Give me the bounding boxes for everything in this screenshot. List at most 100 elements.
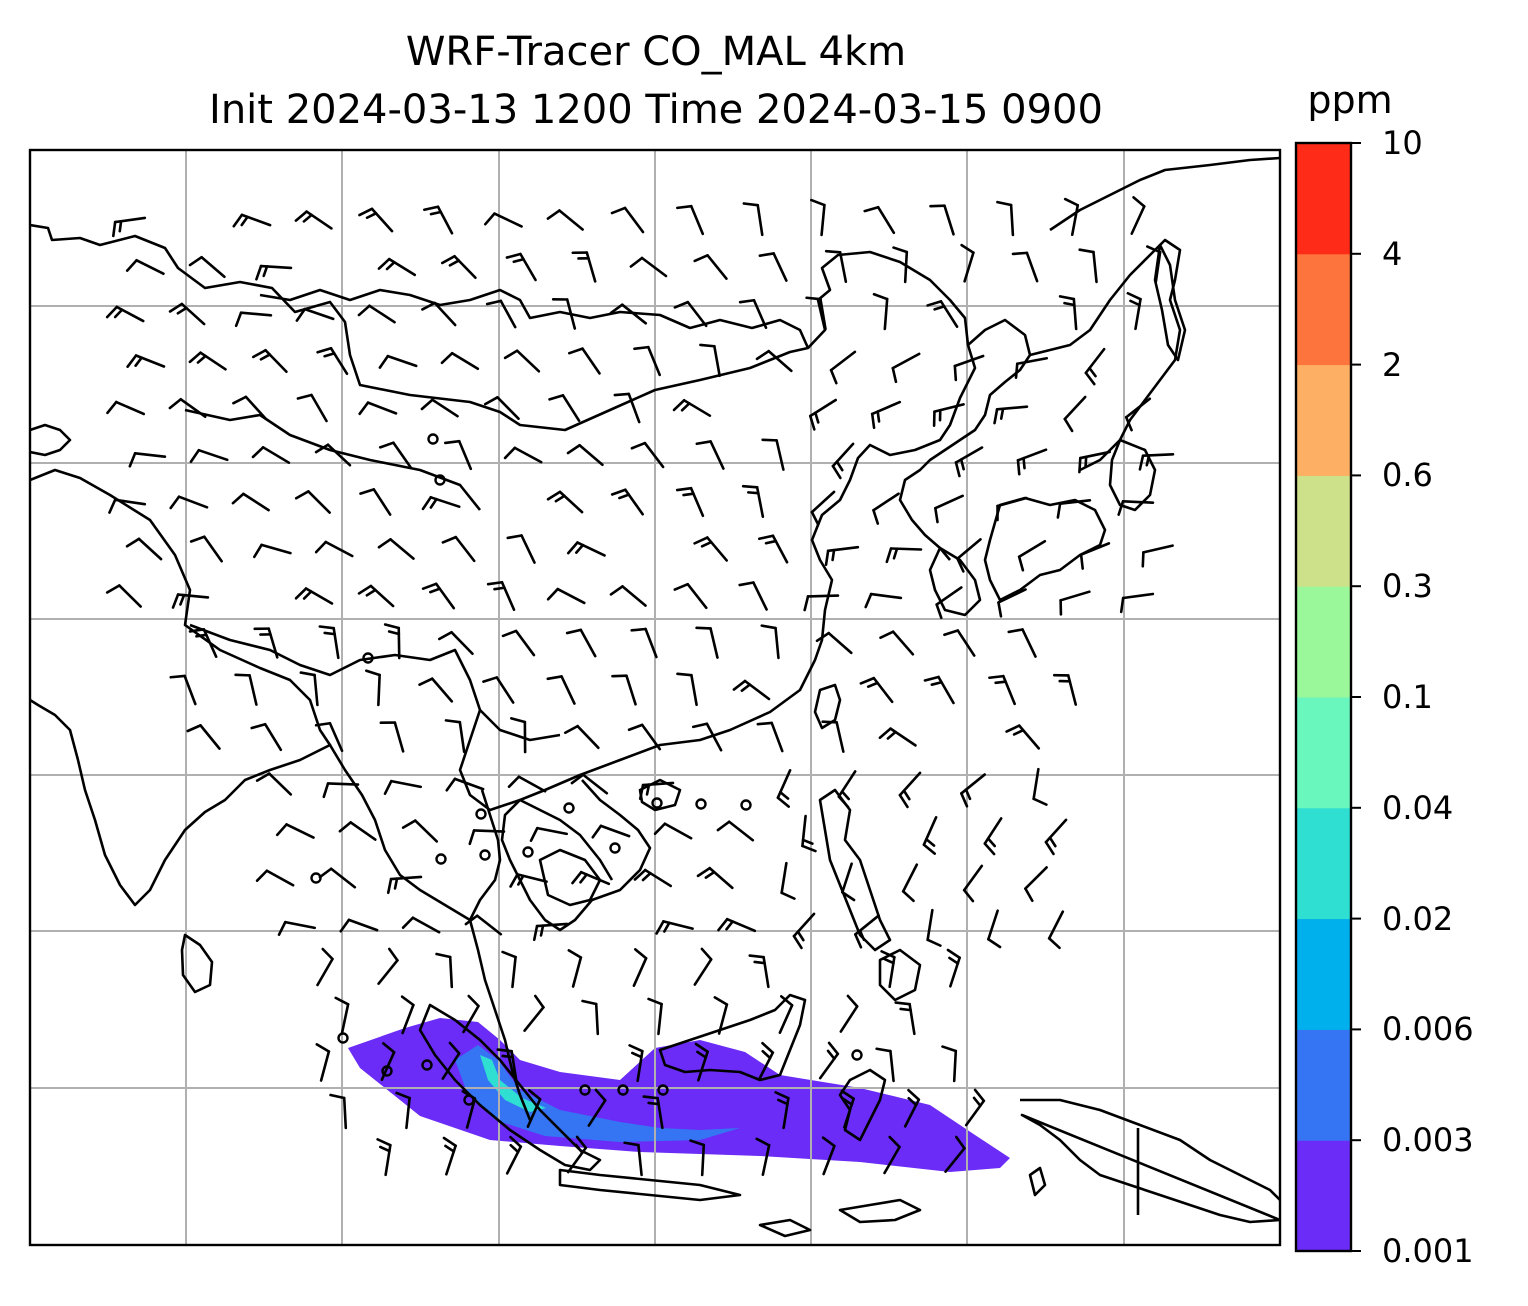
wind-barb	[993, 405, 1029, 425]
wind-barb	[613, 392, 641, 424]
colorbar-tick-label: 0.006	[1382, 1010, 1474, 1049]
coastline-sumatra	[418, 1003, 602, 1172]
wind-barb	[168, 302, 206, 326]
wind-barb	[741, 484, 765, 519]
wind-barb	[299, 671, 319, 707]
wind-barb	[358, 207, 394, 233]
calm-wind-circle	[427, 433, 439, 445]
wind-barb	[1126, 291, 1142, 331]
wind-barb	[673, 300, 708, 328]
wind-barb	[501, 629, 536, 657]
colorbar-segment	[1296, 475, 1351, 587]
wind-barb	[894, 1001, 916, 1036]
border-china-north	[184, 408, 482, 511]
wind-barb	[610, 206, 645, 234]
wind-barb	[339, 918, 379, 933]
wind-barb	[1011, 251, 1039, 283]
wind-barb	[653, 822, 693, 840]
calm-wind-circle	[435, 853, 447, 865]
wind-barb	[532, 922, 569, 942]
wind-barb	[468, 829, 506, 846]
coastline-philippines	[818, 788, 892, 952]
wind-barb	[231, 492, 270, 512]
colorbar-segment	[1296, 918, 1351, 1030]
wind-barb	[716, 820, 755, 842]
wind-barb	[831, 442, 855, 480]
wind-barb	[792, 912, 816, 950]
coastline-small-island-2	[758, 1218, 812, 1238]
wind-barb	[401, 819, 439, 843]
calm-wind-circle	[657, 1084, 669, 1096]
wind-barb	[377, 947, 399, 985]
wind-barb	[383, 779, 423, 795]
coastline-borneo	[658, 993, 807, 1082]
calm-wind-markers	[310, 433, 863, 1106]
wind-barb	[188, 628, 218, 658]
colorbar-tick-label: 0.1	[1382, 678, 1433, 716]
wind-barb	[885, 547, 923, 564]
wind-barb	[962, 864, 984, 903]
wind-barb	[401, 916, 441, 934]
wind-barb	[732, 679, 771, 701]
wind-barb	[632, 948, 648, 988]
coastline-mainland-asia	[30, 223, 810, 432]
wind-barb	[870, 400, 902, 430]
wind-barb	[483, 396, 520, 420]
wind-barb	[1146, 245, 1162, 284]
wind-barb	[418, 677, 454, 703]
wind-barb	[738, 581, 768, 611]
wind-barb	[105, 584, 142, 608]
wind-barb	[815, 631, 853, 655]
wind-barb	[934, 494, 964, 524]
wind-barb	[996, 496, 1028, 522]
wind-barb	[676, 672, 698, 707]
wind-barb	[315, 1043, 331, 1082]
wind-barb	[824, 545, 860, 566]
colorbar-tick-label: 0.6	[1382, 456, 1433, 495]
wind-barb	[695, 626, 719, 659]
wind-barb	[638, 781, 675, 801]
wind-barb	[186, 724, 221, 750]
wind-barb	[693, 254, 728, 280]
coastline-korea-peninsula	[928, 546, 982, 617]
wind-barb	[510, 717, 527, 754]
wind-barb	[316, 346, 349, 376]
tracer-plume-mid	[455, 1045, 740, 1142]
wind-barb	[964, 1088, 986, 1127]
wind-barb	[125, 537, 163, 561]
wind-barb	[997, 588, 1027, 618]
wind-barb	[953, 354, 985, 382]
wind-barb	[863, 205, 896, 235]
wind-barb	[883, 1135, 901, 1175]
wind-barb	[563, 724, 600, 750]
wind-barb	[805, 296, 827, 331]
calm-wind-circle	[434, 474, 446, 486]
wind-barb	[378, 354, 418, 369]
wind-barb	[253, 627, 279, 659]
coastline-indochina-west	[328, 744, 532, 1121]
wind-barb	[738, 298, 768, 330]
wind-barb	[571, 251, 597, 283]
wind-barb	[507, 775, 547, 793]
wind-barb	[801, 814, 817, 853]
wind-barb	[1130, 196, 1146, 235]
chart-title-line2: Init 2024-03-13 1200 Time 2024-03-15 090…	[209, 87, 1103, 133]
wind-barb	[1063, 395, 1087, 433]
wind-barb	[440, 351, 480, 371]
wind-barb	[314, 721, 344, 753]
calm-wind-circle	[310, 872, 322, 884]
wind-barb	[1017, 539, 1047, 572]
wind-barb	[383, 623, 401, 660]
wind-barb	[673, 582, 708, 610]
wind-barb	[567, 347, 601, 375]
wind-barb	[609, 585, 647, 607]
wind-barb	[892, 246, 909, 284]
wind-barb	[1117, 500, 1155, 516]
tracer-plume-base	[348, 1018, 1010, 1172]
wind-barb	[1063, 197, 1080, 237]
wind-barb	[546, 675, 576, 705]
wind-barb	[169, 674, 197, 706]
wind-barb	[630, 441, 665, 469]
wind-barb	[875, 1047, 895, 1083]
